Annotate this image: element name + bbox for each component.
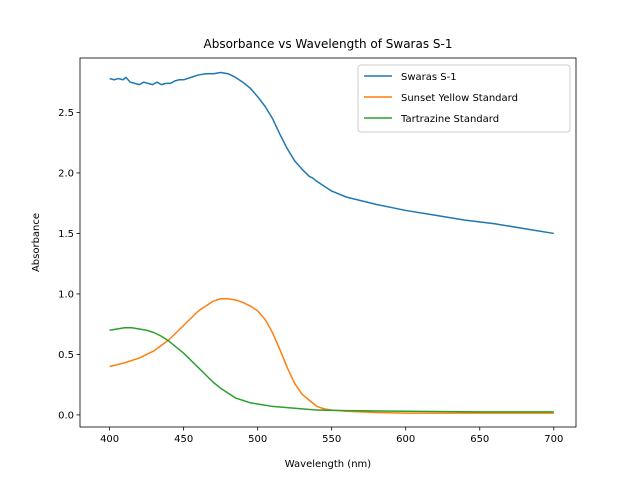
x-tick-label: 700 — [544, 434, 563, 445]
x-tick-label: 450 — [174, 434, 193, 445]
y-tick-label: 0.0 — [58, 410, 74, 421]
y-tick-label: 1.5 — [58, 229, 74, 240]
x-tick-label: 400 — [100, 434, 119, 445]
series-line-swaras-s-1 — [109, 71, 554, 235]
x-tick-label: 600 — [396, 434, 415, 445]
plot-frame — [79, 57, 577, 428]
x-axis: 400 450 500 550 600 650 700 — [100, 427, 563, 445]
legend-label-swaras-s-1: Swaras S-1 — [401, 72, 457, 83]
x-axis-label: Wavelength (nm) — [285, 459, 371, 470]
plot-lines — [109, 71, 554, 414]
legend-label-sunset-yellow-standard: Sunset Yellow Standard — [401, 93, 518, 104]
y-tick-label: 1.0 — [58, 289, 74, 300]
legend-label-tartrazine-standard: Tartrazine Standard — [400, 114, 499, 125]
x-tick-label: 550 — [322, 434, 341, 445]
y-tick-label: 2.5 — [58, 108, 74, 119]
series-line-tartrazine-standard — [109, 327, 554, 413]
y-axis: 0.0 0.5 1.0 1.5 2.0 2.5 — [58, 108, 80, 421]
y-tick-label: 0.5 — [58, 350, 74, 361]
chart-title: Absorbance vs Wavelength of Swaras S-1 — [204, 37, 453, 51]
x-tick-label: 500 — [248, 434, 267, 445]
y-tick-label: 2.0 — [58, 168, 74, 179]
y-axis-label: Absorbance — [31, 213, 42, 272]
legend-box — [357, 64, 571, 133]
legend: Swaras S-1 Sunset Yellow Standard Tartrazi… — [357, 64, 571, 133]
x-tick-label: 650 — [470, 434, 489, 445]
